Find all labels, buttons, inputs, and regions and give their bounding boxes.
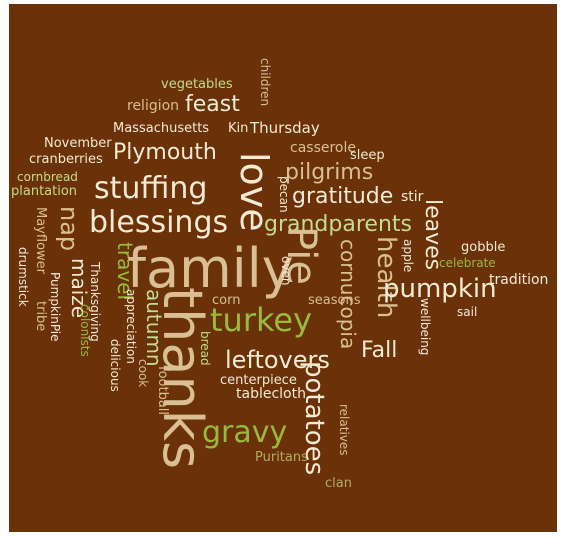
word-corn: corn	[212, 293, 241, 308]
word-stuffing: stuffing	[94, 171, 208, 206]
word-centerpiece: centerpiece	[220, 373, 297, 388]
word-cranberries: cranberries	[29, 152, 103, 167]
word-drumstick: drumstick	[16, 247, 30, 307]
word-seasons: seasons	[308, 293, 361, 308]
word-apple: apple	[401, 239, 415, 273]
word-pumpkinpie: PumpkinPie	[48, 272, 62, 342]
word-puritans: Puritans	[255, 450, 308, 465]
word-cloud-panel: vegetables children religion feast Massa…	[9, 4, 557, 532]
word-pecan: pecan	[277, 176, 291, 213]
word-gratitude: gratitude	[292, 184, 394, 209]
word-plantation: plantation	[11, 184, 78, 199]
word-tradition: tradition	[489, 272, 549, 288]
word-family: family	[127, 237, 294, 300]
word-tribe: tribe	[33, 301, 48, 332]
word-clan: clan	[325, 476, 352, 491]
word-november: November	[44, 136, 112, 151]
word-feast: feast	[185, 92, 240, 117]
word-celebrate: celebrate	[439, 256, 496, 270]
word-appreciation: appreciation	[124, 289, 138, 364]
word-gobble: gobble	[461, 240, 506, 255]
word-thursday: Thursday	[250, 119, 320, 137]
word-leftovers: leftovers	[225, 346, 330, 374]
word-kin: Kin	[228, 121, 249, 136]
word-grandparents: grandparents	[264, 212, 412, 237]
word-bread: bread	[198, 331, 212, 366]
word-relatives: relatives	[337, 404, 351, 456]
word-pilgrims: pilgrims	[285, 160, 374, 185]
word-cornbread: cornbread	[17, 170, 78, 184]
word-pumpkin: pumpkin	[383, 274, 497, 304]
word-massachusetts: Massachusetts	[113, 121, 210, 136]
word-stir: stir	[401, 189, 424, 205]
word-tablecloth: tablecloth	[236, 386, 306, 402]
word-vegetables: vegetables	[161, 77, 233, 92]
word-children: children	[258, 58, 272, 107]
word-oven: oven	[279, 256, 293, 286]
word-casserole: casserole	[290, 140, 356, 156]
word-football: football	[155, 366, 170, 416]
word-plymouth: Plymouth	[113, 140, 217, 165]
word-wellbeing: wellbeing	[418, 298, 432, 356]
word-fall: Fall	[361, 338, 398, 363]
word-religion: religion	[127, 98, 180, 114]
word-mayflower: Mayflower	[33, 207, 48, 274]
word-nap: nap	[55, 206, 83, 252]
word-turkey: turkey	[210, 301, 312, 339]
word-cook: cook	[136, 359, 150, 388]
word-blessings: blessings	[89, 205, 229, 240]
word-colonists: colonists	[78, 304, 92, 357]
word-sail: sail	[457, 305, 478, 319]
word-sleep: sleep	[350, 148, 385, 163]
word-gravy: gravy	[202, 415, 288, 450]
word-delicious: delicious	[108, 339, 122, 392]
